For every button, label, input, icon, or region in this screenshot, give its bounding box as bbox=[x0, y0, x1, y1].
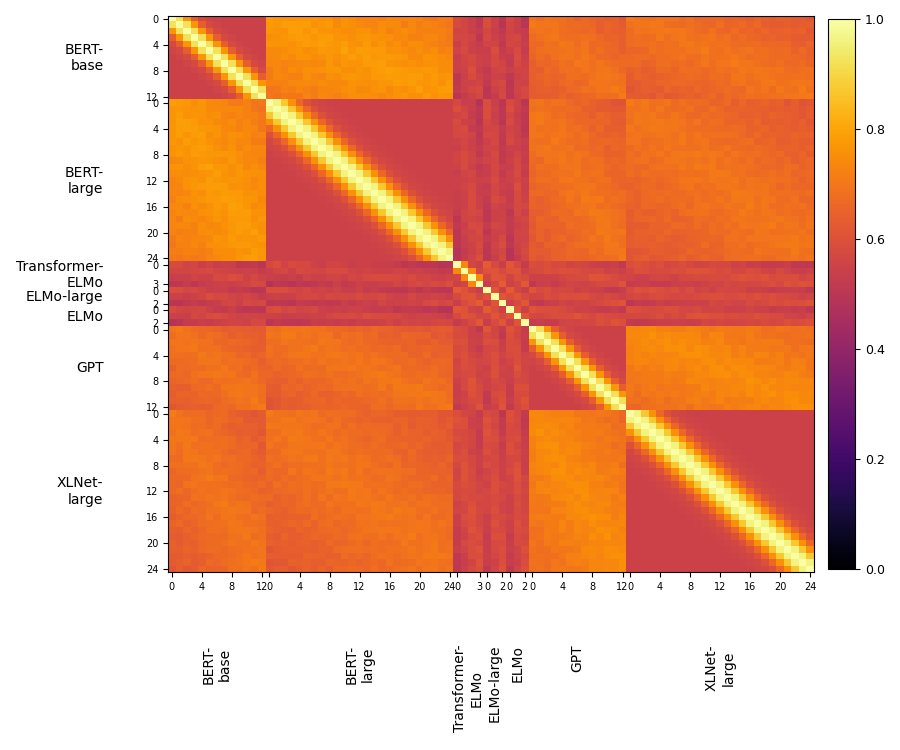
Text: Transformer-
ELMo: Transformer- ELMo bbox=[16, 260, 104, 290]
Text: ELMo-large: ELMo-large bbox=[488, 645, 502, 722]
Text: ELMo: ELMo bbox=[67, 310, 104, 324]
Text: ELMo-large: ELMo-large bbox=[26, 290, 104, 304]
Text: GPT: GPT bbox=[571, 645, 584, 673]
Text: XLNet-
large: XLNet- large bbox=[57, 476, 104, 506]
Text: ELMo: ELMo bbox=[510, 645, 525, 682]
Text: BERT-
base: BERT- base bbox=[202, 645, 232, 684]
Text: GPT: GPT bbox=[76, 362, 104, 376]
Text: BERT-
base: BERT- base bbox=[64, 43, 104, 73]
Text: BERT-
large: BERT- large bbox=[64, 166, 104, 196]
Text: XLNet-
large: XLNet- large bbox=[705, 645, 735, 692]
Text: BERT-
large: BERT- large bbox=[345, 645, 374, 684]
Text: Transformer-
ELMo: Transformer- ELMo bbox=[454, 645, 483, 732]
